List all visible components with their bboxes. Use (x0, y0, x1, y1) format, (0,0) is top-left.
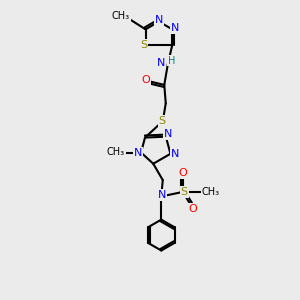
Text: CH₃: CH₃ (202, 187, 220, 197)
Text: N: N (170, 23, 179, 33)
Text: N: N (157, 58, 166, 68)
Text: N: N (158, 190, 166, 200)
Text: O: O (141, 75, 150, 85)
Text: CH₃: CH₃ (107, 147, 125, 157)
Text: S: S (181, 187, 188, 197)
Text: N: N (164, 129, 172, 139)
Text: O: O (189, 204, 197, 214)
Text: N: N (155, 15, 163, 25)
Text: N: N (171, 149, 179, 159)
Text: H: H (168, 56, 175, 65)
Text: N: N (134, 148, 142, 158)
Text: CH₃: CH₃ (112, 11, 130, 21)
Text: S: S (159, 116, 166, 126)
Text: O: O (178, 168, 187, 178)
Text: S: S (140, 40, 148, 50)
